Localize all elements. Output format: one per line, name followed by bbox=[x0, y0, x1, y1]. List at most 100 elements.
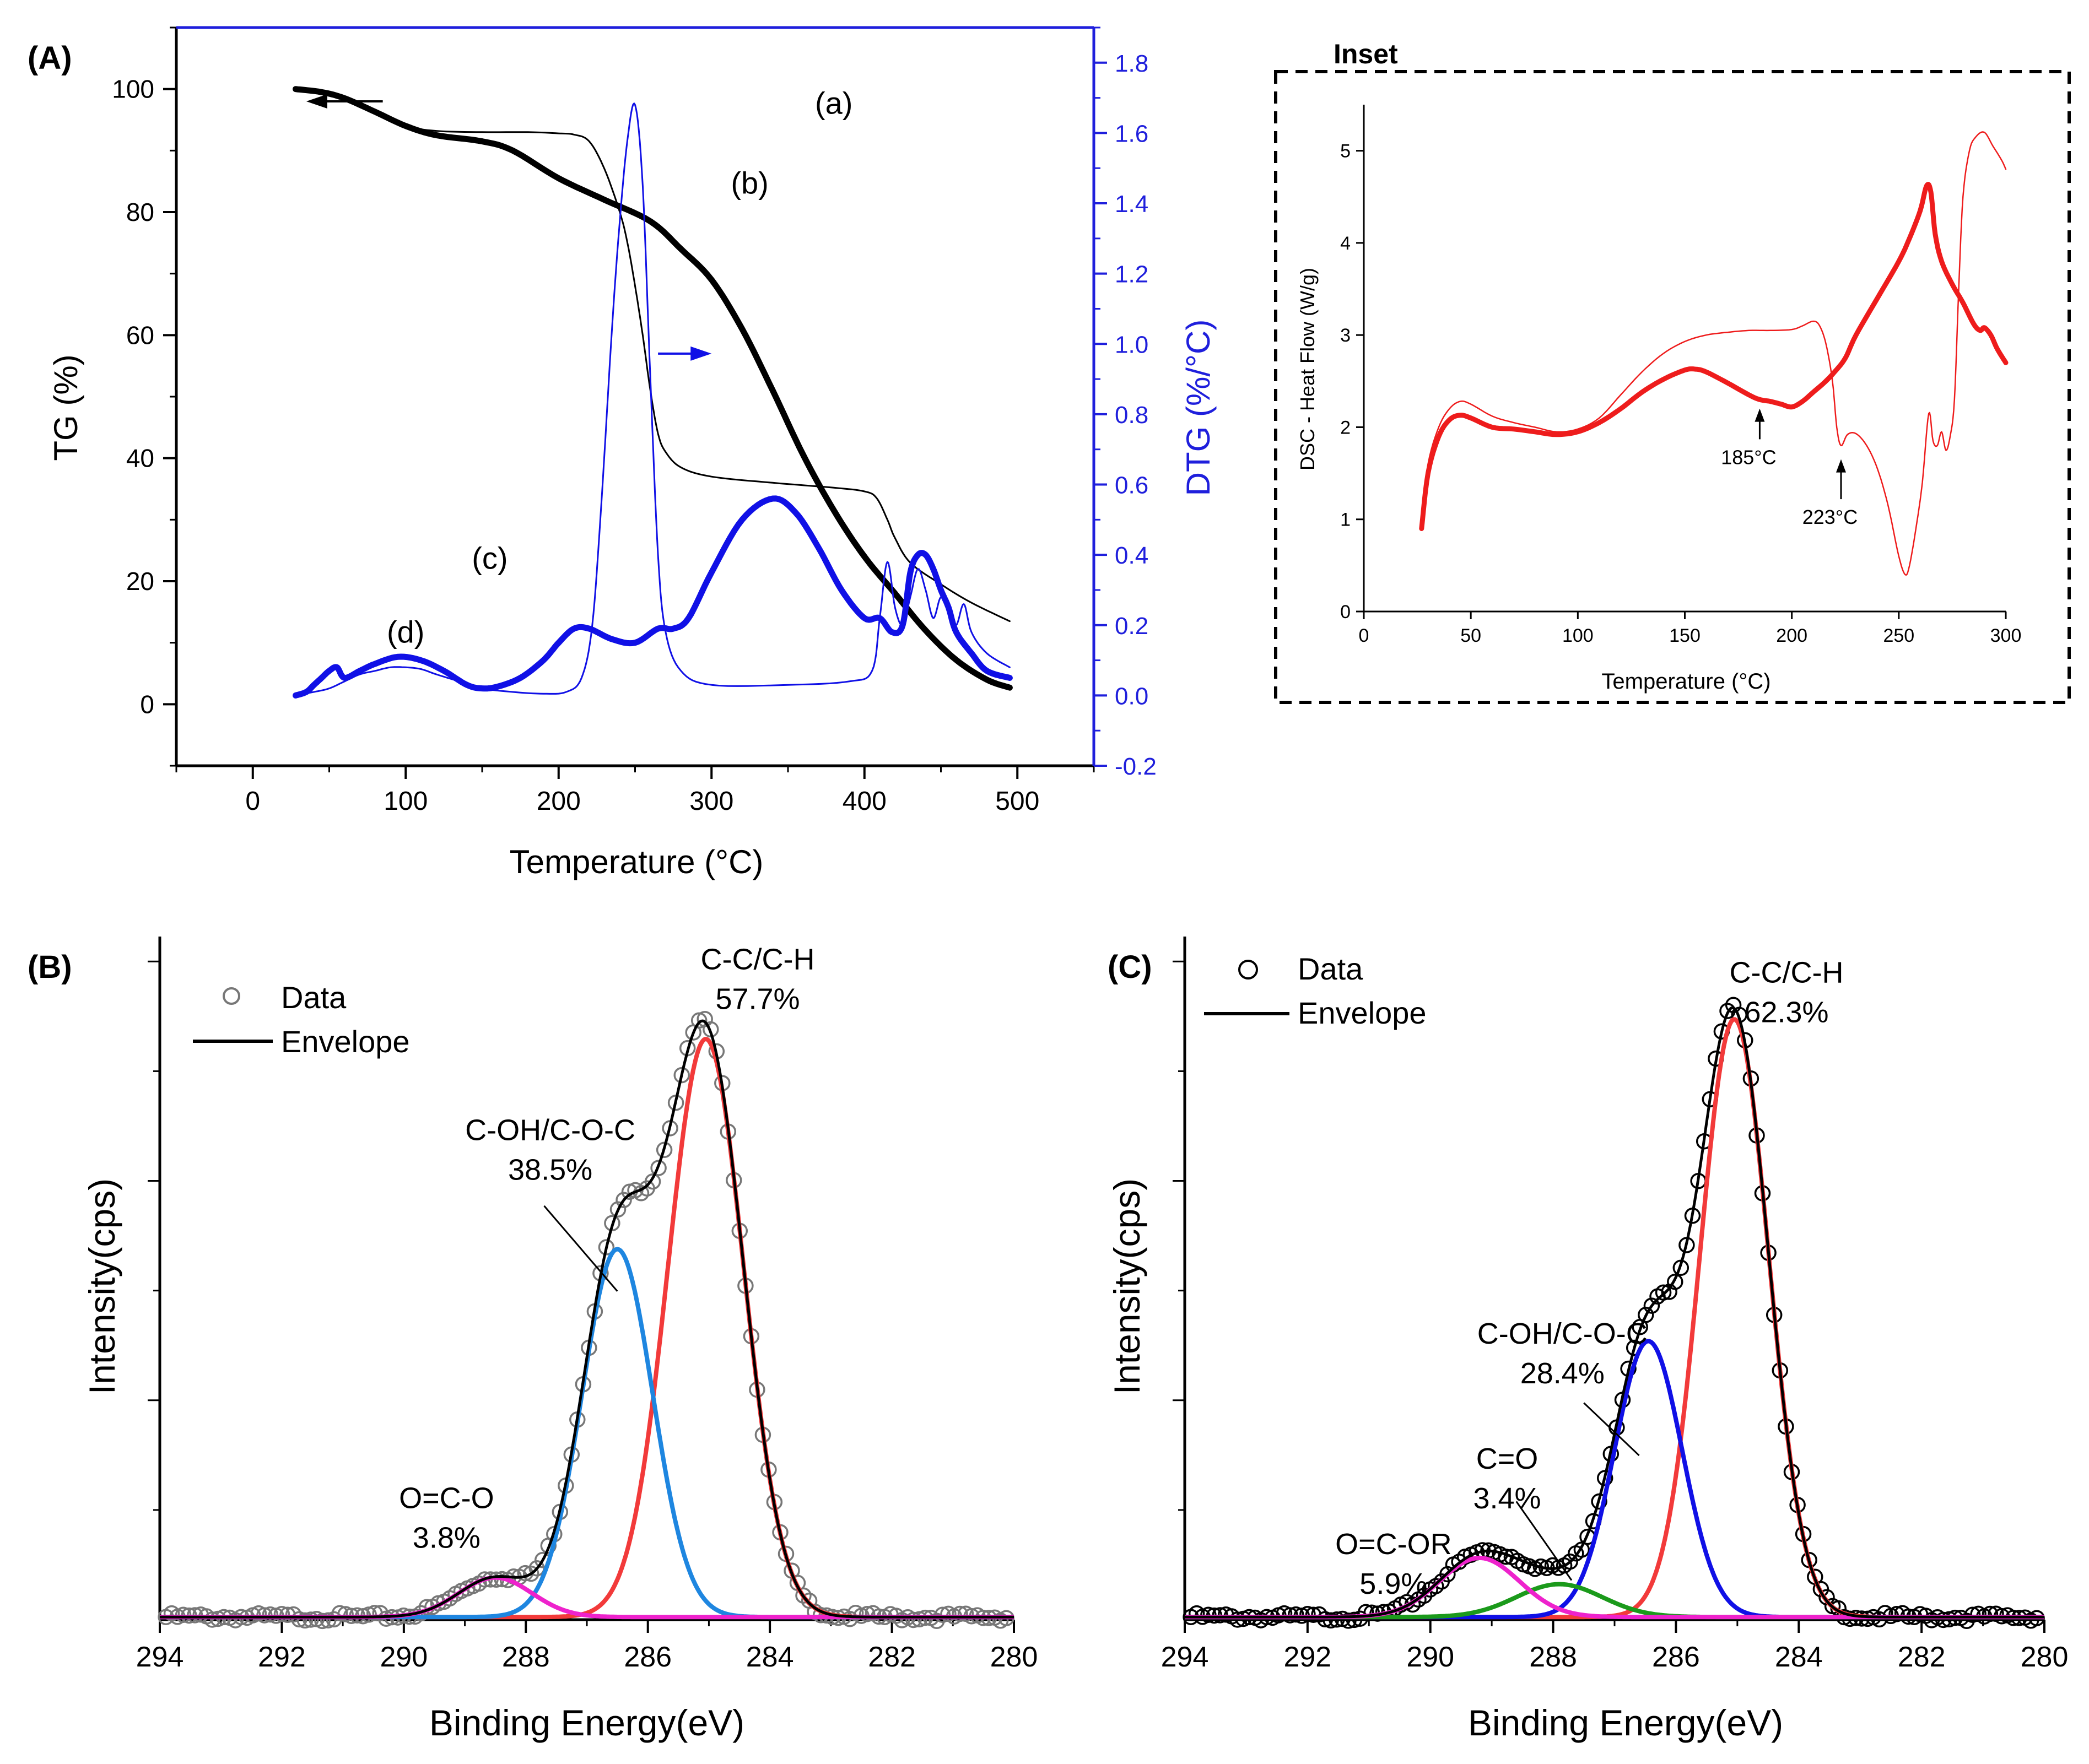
panel-c-data-point bbox=[1562, 1553, 1578, 1570]
inset-x-tick-label: 150 bbox=[1669, 625, 1701, 646]
panel-a-curve-labels: (a) (b) (c) (d) bbox=[306, 85, 852, 650]
panel-a-axis-arrow-head bbox=[690, 346, 712, 361]
panel-c-legend: Data Envelope bbox=[1204, 951, 1427, 1030]
inset-x-tick-label: 200 bbox=[1776, 625, 1807, 646]
panel-b-data-point bbox=[314, 1613, 331, 1630]
panel-c-legend-data-label: Data bbox=[1298, 951, 1363, 986]
panel-a-x-tick-label: 500 bbox=[995, 787, 1039, 816]
panel-c-peak-percent: 62.3% bbox=[1744, 995, 1828, 1029]
panel-a-y2-tick-label: 1.4 bbox=[1115, 191, 1148, 218]
inset-y-tick-label: 2 bbox=[1340, 417, 1351, 438]
panel-a-series bbox=[293, 86, 1013, 699]
inset-x-axis-title: Temperature (°C) bbox=[1601, 669, 1770, 694]
panel-b-x-tick-label: 288 bbox=[502, 1641, 550, 1673]
panel-a-y2-tick-label: 1.2 bbox=[1115, 261, 1148, 288]
panel-a-x-tick-label: 200 bbox=[537, 787, 581, 816]
inset-dashed-frame bbox=[1274, 70, 2071, 704]
panel-b-series bbox=[158, 1010, 1014, 1630]
panel-b-data-point bbox=[644, 1173, 661, 1190]
panel-a-series-a bbox=[295, 88, 1011, 623]
panel-b-x-tick-label: 284 bbox=[746, 1641, 794, 1673]
panel-a-y2-tick-label: 0.0 bbox=[1115, 683, 1148, 710]
panel-c-data-point bbox=[1818, 1589, 1835, 1605]
panel-b-axes: 294 292 290 288 286 284 282 280 bbox=[136, 937, 1038, 1673]
panel-a-series-c bbox=[295, 102, 1011, 696]
panel-c-data-point bbox=[1299, 1606, 1316, 1622]
panel-c-legend-data-marker bbox=[1238, 960, 1258, 980]
panel-c-peak-percent: 3.4% bbox=[1473, 1482, 1541, 1515]
panel-b-envelope-line bbox=[160, 1019, 1014, 1619]
panel-b-data-point bbox=[273, 1606, 290, 1622]
panel-c-data-point bbox=[1357, 1604, 1374, 1621]
panel-b-peak-percent: 57.7% bbox=[715, 983, 800, 1016]
panel-b-x-tick-label: 282 bbox=[868, 1641, 916, 1673]
panel-c-x-tick-label: 288 bbox=[1529, 1641, 1577, 1673]
panel-b-peak-labels: C-C/C-H 57.7% C-OH/C-O-C 38.5% O=C-O 3.8% bbox=[399, 943, 814, 1555]
panel-b-leader-line bbox=[543, 1205, 618, 1292]
inset-y-tick-label: 4 bbox=[1340, 233, 1351, 254]
panel-a-axes: 0 100 200 300 400 500 0 20 40 60 80 100 -0.2 0.0 0.2 0.… bbox=[112, 26, 1157, 816]
panel-b-data-point bbox=[598, 1239, 615, 1256]
panel-b-data-point bbox=[616, 1192, 632, 1208]
panel-a-x-tick-label: 100 bbox=[384, 787, 428, 816]
panel-b-peak-percent: 3.8% bbox=[413, 1521, 481, 1554]
panel-a-y2-tick-label: 1.0 bbox=[1115, 331, 1148, 358]
panel-c-peak-name: O=C-OR bbox=[1335, 1528, 1452, 1561]
panel-c-legend-envelope-label: Envelope bbox=[1298, 995, 1427, 1030]
inset-x-tick-label: 250 bbox=[1883, 625, 1914, 646]
panel-c-data-point bbox=[1316, 1611, 1334, 1628]
panel-c-leader-line bbox=[1515, 1501, 1573, 1581]
panel-b-data-point bbox=[331, 1605, 348, 1621]
panel-b-data-point bbox=[372, 1605, 388, 1621]
panel-b-x-tick-label: 290 bbox=[380, 1641, 428, 1673]
inset-y-tick-label: 5 bbox=[1340, 141, 1351, 162]
panel-a-y2-tick-label: 1.6 bbox=[1115, 120, 1148, 147]
panel-a-y2-tick-label: 0.6 bbox=[1115, 472, 1148, 499]
panel-c-x-tick-label: 284 bbox=[1775, 1641, 1823, 1673]
panel-b-x-tick-label: 294 bbox=[136, 1641, 184, 1673]
panel-c-peak-percent: 5.9% bbox=[1359, 1567, 1427, 1600]
panel-c-data-point bbox=[1941, 1611, 1958, 1628]
panel-b-data-point bbox=[690, 1012, 708, 1029]
panel-a-y-tick-label: 80 bbox=[126, 198, 154, 226]
panel-a-curve-label: (d) bbox=[387, 615, 424, 650]
panel-b-peak-name: O=C-O bbox=[399, 1481, 494, 1514]
panel-c-x-tick-label: 280 bbox=[2021, 1641, 2069, 1673]
panel-c-data-point bbox=[1935, 1611, 1952, 1628]
panel-a-y-tick-label: 100 bbox=[112, 75, 154, 104]
panel-a-y2-tick-label: 0.4 bbox=[1115, 542, 1148, 569]
inset-annotation-label: 223°C bbox=[1802, 506, 1858, 528]
panel-b-peak-percent: 38.5% bbox=[508, 1154, 592, 1187]
panel-c-data-point bbox=[1667, 1273, 1683, 1290]
panel-b-data-point bbox=[795, 1587, 812, 1604]
panel-b-data-point bbox=[320, 1612, 337, 1628]
panel-c-data-point bbox=[1229, 1611, 1246, 1628]
inset-annotation-label: 185°C bbox=[1721, 446, 1776, 468]
panel-b-peak-name: C-C/C-H bbox=[701, 943, 815, 976]
panel-c-peak-labels: C-C/C-H 62.3% C-OH/C-O-C 28.4% C=O 3.4% O=C-OR… bbox=[1335, 956, 1843, 1600]
panel-a: (A) 0 100 200 300 400 500020406080100-0.20.00… bbox=[28, 26, 1217, 880]
panel-b-data-point bbox=[296, 1612, 314, 1629]
panel-c-label: (C) bbox=[1108, 949, 1152, 985]
panel-a-curve-label: (c) bbox=[472, 541, 508, 576]
panel-b-data-point bbox=[609, 1201, 627, 1218]
panel-c-y-axis-title: Intensity(cps) bbox=[1106, 1178, 1147, 1394]
inset-x-tick-label: 100 bbox=[1562, 625, 1594, 646]
panel-a-x-tick-label: 400 bbox=[843, 787, 887, 816]
inset-annotation-arrow-head bbox=[1836, 459, 1846, 473]
panel-c-data-point bbox=[1573, 1541, 1590, 1558]
panel-b-legend-data-marker bbox=[223, 987, 240, 1005]
panel-a-series-d bbox=[293, 495, 1013, 699]
panel-c-peak-name: C=O bbox=[1476, 1442, 1539, 1475]
panel-b-y-axis-title: Intensity(cps) bbox=[82, 1178, 122, 1394]
panel-b-data-point bbox=[522, 1565, 539, 1582]
panel-a-curve-label: (b) bbox=[731, 166, 768, 201]
panel-c-x-tick-label: 282 bbox=[1898, 1641, 1946, 1673]
inset-y-tick-label: 0 bbox=[1340, 602, 1351, 623]
panel-b-data-point bbox=[952, 1605, 968, 1622]
inset-title: Inset bbox=[1334, 39, 1398, 69]
inset-y-axis-title: DSC - Heat Flow (W/g) bbox=[1296, 268, 1319, 470]
panel-c-peak-name: C-OH/C-O-C bbox=[1477, 1317, 1648, 1350]
panel-b-peak-name: C-OH/C-O-C bbox=[465, 1114, 635, 1147]
